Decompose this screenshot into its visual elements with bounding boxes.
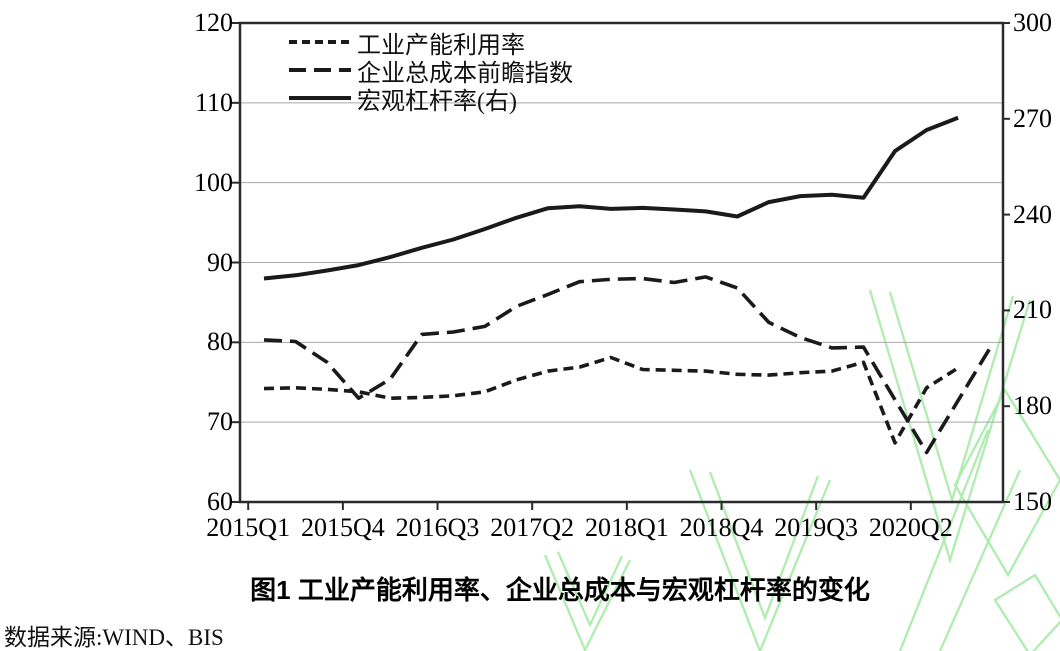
y-axis-tick-label-left: 80 [207, 327, 233, 357]
x-axis-tick-label: 2015Q1 [206, 513, 291, 542]
y-axis-tick-label-left: 120 [194, 8, 233, 37]
y-axis-tick-label-left: 110 [194, 87, 233, 117]
x-axis-tick-label: 2015Q4 [300, 513, 385, 542]
x-axis-tick-label: 2018Q4 [679, 513, 764, 542]
x-axis-tick-label: 2017Q2 [490, 513, 575, 542]
series-line-0 [263, 355, 960, 445]
legend-item-leverage: 宏观杠杆率(右) [289, 84, 573, 115]
y-axis-tick-label-left: 90 [207, 247, 233, 277]
y-axis-tick-label-right: 240 [1013, 199, 1052, 229]
x-axis-tick-label: 2019Q3 [774, 513, 859, 542]
y-axis-tick-label-left: 100 [194, 167, 233, 197]
long-dash-line-icon [289, 68, 351, 72]
y-axis-tick-label-right: 210 [1013, 295, 1052, 325]
solid-line-icon [289, 96, 351, 100]
y-axis-tick-label-right: 270 [1013, 103, 1052, 133]
y-axis-tick-label-right: 150 [1013, 487, 1052, 516]
y-axis-tick-label-right: 180 [1013, 391, 1052, 421]
y-axis-tick-label-left: 70 [207, 407, 233, 437]
y-axis-tick-label-right: 300 [1013, 8, 1052, 37]
x-axis-tick-label: 2016Q3 [395, 513, 480, 542]
y-axis-tick-label-left: 60 [207, 487, 233, 516]
short-dash-line-icon [289, 40, 351, 44]
legend-item-capacity: 工业产能利用率 [289, 28, 573, 59]
chart-legend: 工业产能利用率 企业总成本前瞻指数 宏观杠杆率(右) [289, 28, 573, 115]
series-line-2 [263, 115, 959, 281]
legend-item-cost: 企业总成本前瞻指数 [289, 56, 573, 87]
data-source: 数据来源:WIND、BIS [4, 625, 224, 650]
legend-label-cost: 企业总成本前瞻指数 [357, 60, 573, 87]
legend-label-capacity: 工业产能利用率 [357, 32, 525, 59]
x-axis-tick-label: 2020Q2 [868, 513, 953, 542]
series-line-1 [263, 275, 992, 455]
figure-caption: 图1 工业产能利用率、企业总成本与宏观杠杆率的变化 [250, 575, 870, 605]
x-axis-tick-label: 2018Q1 [584, 513, 669, 542]
legend-label-leverage: 宏观杠杆率(右) [357, 88, 517, 115]
